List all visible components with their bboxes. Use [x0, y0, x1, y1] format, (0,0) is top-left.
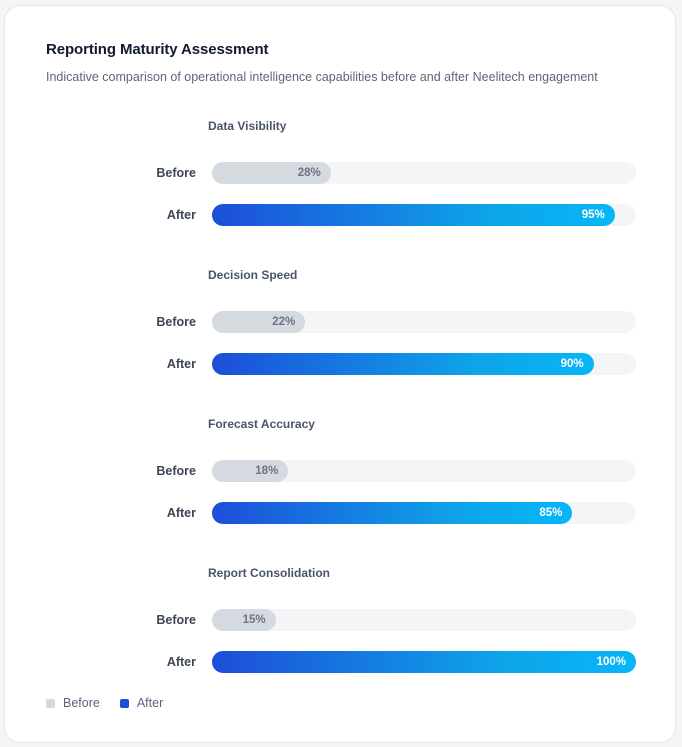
row-label-after-data-visibility: After — [166, 208, 196, 222]
legend-swatch-before — [46, 698, 55, 708]
data-label-after-data-visibility: 95% — [581, 209, 605, 221]
row-label-after-report-consolidation: After — [166, 655, 196, 669]
bar-track-after-data-visibility: 95% — [212, 204, 636, 226]
data-label-before-forecast-accuracy: 18% — [255, 465, 279, 477]
row-label-before-decision-speed: Before — [156, 315, 196, 329]
data-label-after-report-consolidation: 100% — [596, 656, 626, 668]
bar-track-after-report-consolidation: 100% — [212, 651, 636, 673]
category-label-forecast-accuracy: Forecast Accuracy — [208, 417, 315, 431]
row-label-before-report-consolidation: Before — [156, 613, 196, 627]
chart-card: Reporting Maturity Assessment Indicative… — [4, 5, 676, 743]
bar-track-before-forecast-accuracy: 18% — [212, 460, 636, 482]
bar-after-decision-speed: 90% — [212, 353, 594, 375]
row-label-before-forecast-accuracy: Before — [156, 464, 196, 478]
data-label-after-forecast-accuracy: 85% — [539, 507, 563, 519]
data-label-after-decision-speed: 90% — [560, 358, 584, 370]
legend-label-before: Before — [63, 696, 100, 710]
category-label-data-visibility: Data Visibility — [208, 119, 287, 133]
row-label-after-forecast-accuracy: After — [166, 506, 196, 520]
bar-track-before-data-visibility: 28% — [212, 162, 636, 184]
legend-label-after: After — [136, 696, 164, 710]
bar-track-after-forecast-accuracy: 85% — [212, 502, 636, 524]
bar-before-data-visibility: 28% — [212, 162, 331, 184]
bar-before-decision-speed: 22% — [212, 311, 306, 333]
bar-after-forecast-accuracy: 85% — [212, 502, 573, 524]
data-label-before-decision-speed: 22% — [272, 316, 296, 328]
legend-item-after: After — [119, 696, 164, 710]
row-label-before-data-visibility: Before — [156, 166, 196, 180]
chart-title: Reporting Maturity Assessment — [46, 41, 269, 58]
bar-track-after-decision-speed: 90% — [212, 353, 636, 375]
data-label-before-data-visibility: 28% — [297, 167, 321, 179]
bar-before-report-consolidation: 15% — [212, 609, 276, 631]
bar-track-before-decision-speed: 22% — [212, 311, 636, 333]
data-label-before-report-consolidation: 15% — [242, 614, 266, 626]
chart-legend: Before After — [46, 696, 163, 710]
bar-track-before-report-consolidation: 15% — [212, 609, 636, 631]
bar-after-report-consolidation: 100% — [212, 651, 636, 673]
legend-swatch-after — [119, 698, 129, 708]
bar-after-data-visibility: 95% — [212, 204, 615, 226]
category-label-decision-speed: Decision Speed — [208, 268, 298, 282]
category-label-report-consolidation: Report Consolidation — [208, 566, 330, 580]
legend-item-before: Before — [46, 696, 100, 710]
bar-before-forecast-accuracy: 18% — [212, 460, 289, 482]
chart-subtitle: Indicative comparison of operational int… — [46, 70, 598, 84]
bar-chart: Data Visibility Before 28% After 95% Decision… — [5, 6, 677, 744]
row-label-after-decision-speed: After — [166, 357, 196, 371]
